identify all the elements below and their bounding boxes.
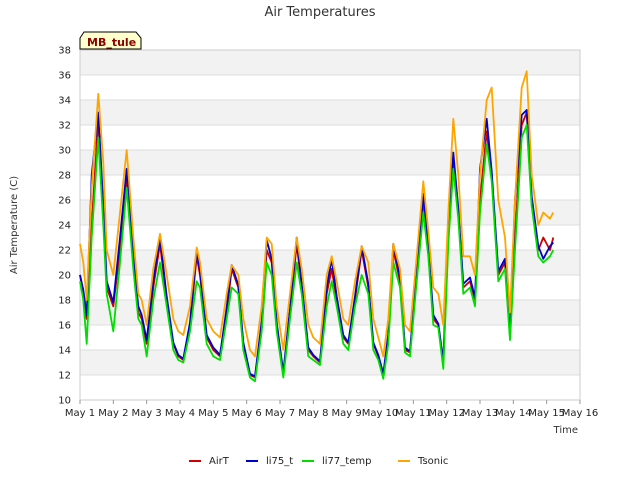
plot-frame [79,49,581,401]
x-axis: May 1 May 2 May 3 May 4 May 5 May 6 May 7 May 8… [65,400,598,419]
x-tick-label: May 14 [495,408,532,419]
series-line-li77_temp [79,124,555,383]
x-tick-label: May 5 [198,408,228,419]
x-tick-label: May 12 [428,408,465,419]
legend-label: Tsonic [417,456,448,467]
grid-band [80,100,580,125]
grid-band [80,50,580,75]
y-tick-label: 34 [58,96,71,107]
grid-band [80,325,580,350]
y-tick-label: 20 [58,271,71,282]
y-tick-label: 22 [58,246,71,257]
x-tick-label: May 15 [528,408,565,419]
x-tick-label: May 3 [132,408,162,419]
legend-label: AirT [209,456,230,467]
legend-label: li77_temp [322,456,371,467]
x-tick-label: May 4 [165,408,195,419]
series-line-tsonic [79,70,555,358]
station-label-box: MB_tule [79,31,142,50]
y-tick-label: 32 [58,121,71,132]
grid-band [80,175,580,200]
series-lines [79,70,555,383]
grid-band [80,300,580,325]
x-tick-label: May 1 [65,408,95,419]
chart-title: Air Temperatures [264,5,375,20]
x-tick-label: May 9 [332,408,362,419]
y-tick-label: 26 [58,196,71,207]
x-tick-label: May 6 [232,408,262,419]
y-tick-label: 38 [58,46,71,57]
x-tick-label: May 11 [395,408,432,419]
y-tick-label: 14 [58,346,71,357]
grid-band [80,350,580,375]
x-axis-label: Time [553,425,578,436]
y-tick-label: 28 [58,171,71,182]
legend: AirT li75_t li77_temp Tsonic [189,456,448,467]
y-tick-label: 30 [58,146,71,157]
x-tick-label: May 7 [265,408,295,419]
y-axis: 10 12 14 16 18 20 22 24 26 28 30 32 34 36 38 [58,46,71,407]
x-tick-label: May 16 [562,408,599,419]
grid-band [80,150,580,175]
y-tick-label: 12 [58,371,71,382]
x-tick-label: May 2 [98,408,128,419]
x-tick-label: May 10 [362,408,399,419]
legend-label: li75_t [266,456,293,467]
grid-band [80,375,580,400]
station-label: MB_tule [87,36,136,49]
y-tick-label: 18 [58,296,71,307]
grid-band [80,200,580,225]
y-tick-label: 16 [58,321,71,332]
y-tick-label: 10 [58,396,71,407]
y-tick-label: 36 [58,71,71,82]
x-tick-label: May 13 [462,408,499,419]
x-tick-label: May 8 [298,408,328,419]
y-tick-label: 24 [58,221,71,232]
grid-band [80,75,580,100]
y-axis-label: Air Temperature (C) [9,176,20,274]
grid-band [80,125,580,150]
